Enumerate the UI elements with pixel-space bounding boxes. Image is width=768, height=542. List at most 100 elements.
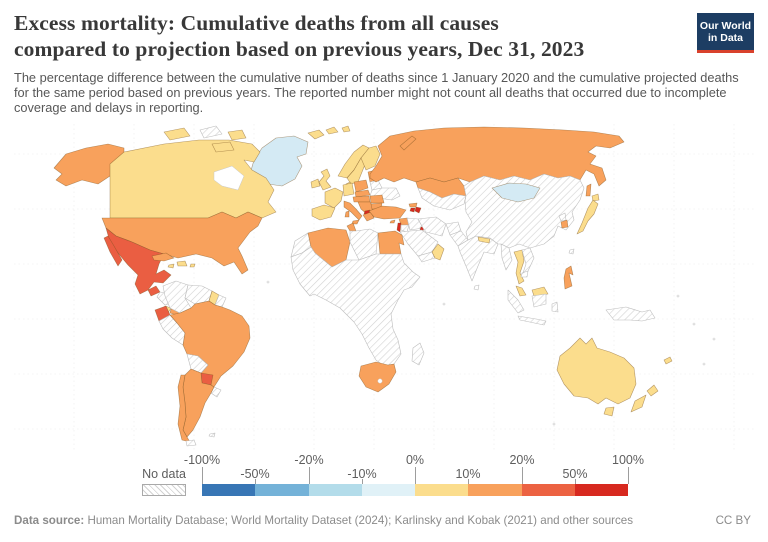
country-bolivia[interactable] [186, 353, 209, 374]
country-france[interactable] [324, 187, 344, 209]
austria-hungary[interactable] [352, 195, 371, 203]
country-armenia[interactable] [409, 207, 416, 213]
country-madagascar[interactable] [411, 342, 425, 366]
country-saudi-arabia[interactable] [399, 229, 439, 257]
legend-tick-label: -10% [347, 467, 377, 481]
country-myanmar[interactable] [500, 243, 513, 271]
legend-color-segment[interactable] [255, 484, 309, 496]
chart-subtitle: The percentage difference between the cu… [14, 70, 739, 116]
borneo[interactable] [531, 293, 547, 308]
legend-tick-line [522, 467, 523, 484]
iberian-peninsula[interactable] [311, 204, 336, 221]
country-south-korea[interactable] [560, 219, 569, 229]
legend-color-bar [202, 484, 628, 496]
sulawesi[interactable] [551, 301, 559, 313]
country-australia[interactable] [556, 337, 637, 405]
novaya-zemlya[interactable] [399, 135, 417, 151]
legend-color-segment[interactable] [308, 484, 362, 496]
country-china[interactable] [463, 173, 585, 249]
country-brazil[interactable] [169, 300, 251, 388]
legend-tick-label: 0% [405, 453, 425, 467]
sardinia[interactable] [344, 210, 350, 218]
country-mexico[interactable] [105, 227, 172, 295]
country-north-korea[interactable] [558, 212, 567, 222]
country-oman[interactable] [431, 243, 445, 261]
east-malaysia[interactable] [531, 286, 549, 297]
new-zealand-north-island[interactable] [646, 384, 659, 397]
legend-color-segment[interactable] [361, 484, 415, 496]
svalbard[interactable] [325, 126, 339, 135]
new-guinea[interactable] [605, 306, 656, 322]
country-poland[interactable] [353, 179, 369, 193]
owid-logo[interactable]: Our World in Data [697, 13, 754, 53]
country-jamaica[interactable] [167, 263, 175, 269]
country-uk[interactable] [318, 168, 332, 191]
legend-color-segment[interactable] [415, 484, 469, 496]
country-iran[interactable] [417, 216, 447, 237]
java[interactable] [517, 315, 547, 326]
country-puerto-rico[interactable] [189, 263, 196, 268]
legend-tick-label: 100% [612, 453, 644, 467]
country-india[interactable] [457, 235, 499, 282]
arctic-island[interactable] [199, 125, 223, 139]
africa-no-data[interactable] [290, 246, 421, 367]
no-data-label: No data [142, 467, 186, 481]
country-sri-lanka[interactable] [473, 284, 480, 291]
country-azerbaijan[interactable] [414, 206, 422, 214]
legend-tick-label: -20% [294, 453, 324, 467]
country-egypt[interactable] [377, 230, 405, 255]
country-iceland[interactable] [307, 129, 325, 140]
country-italy[interactable] [343, 200, 363, 221]
country-nepal[interactable] [477, 236, 491, 244]
country-cyprus[interactable] [389, 219, 396, 224]
arctic-island[interactable] [227, 129, 247, 141]
map-legend: No data -100% -50% -20% -10% 0% 10% 20% 50% 100% [0, 450, 768, 500]
legend-tick-line [415, 467, 416, 484]
legend-tick-label: 20% [509, 453, 535, 467]
country-germany[interactable] [342, 182, 355, 197]
legend-tick-line [575, 479, 576, 484]
country-philippines[interactable] [563, 265, 574, 290]
legend-color-segment[interactable] [521, 484, 575, 496]
country-romania[interactable] [369, 194, 385, 204]
lesotho [377, 378, 383, 384]
legend-color-segment[interactable] [574, 484, 628, 496]
country-georgia[interactable] [408, 202, 418, 208]
legend-color-segment[interactable] [468, 484, 522, 496]
country-mongolia[interactable] [491, 182, 541, 203]
falkland-islands[interactable] [208, 432, 216, 438]
country-greece[interactable] [362, 211, 375, 222]
legend-tick-label: -100% [183, 453, 221, 467]
baja-california[interactable] [103, 235, 123, 267]
country-canada[interactable] [109, 139, 277, 219]
new-zealand-south-island[interactable] [630, 394, 647, 413]
country-taiwan[interactable] [568, 248, 575, 255]
license-link[interactable]: CC BY [715, 514, 751, 527]
country-hispaniola[interactable] [176, 260, 188, 267]
arctic-island[interactable] [163, 127, 191, 141]
country-ireland[interactable] [310, 178, 321, 189]
country-japan[interactable] [576, 199, 599, 235]
country-turkey[interactable] [368, 205, 407, 220]
no-data-swatch[interactable] [142, 484, 186, 496]
country-thailand[interactable] [513, 249, 525, 285]
country-cambodia[interactable] [520, 270, 529, 278]
arctic-island[interactable] [211, 141, 235, 153]
new-caledonia[interactable] [663, 356, 673, 365]
legend-color-segment[interactable] [202, 484, 256, 496]
country-south-africa[interactable] [358, 361, 397, 393]
lebanon-israel[interactable] [396, 222, 402, 233]
japan-hokkaido[interactable] [591, 193, 600, 202]
country-russia[interactable] [369, 126, 625, 187]
country-cuba[interactable] [151, 252, 175, 262]
world-choropleth-map[interactable] [14, 124, 755, 450]
sakhalin[interactable] [585, 183, 592, 197]
tierra-del-fuego[interactable] [185, 439, 197, 447]
sumatra[interactable] [507, 289, 525, 314]
country-finland[interactable] [360, 145, 381, 171]
country-malaysia[interactable] [515, 285, 527, 297]
svalbard[interactable] [341, 125, 351, 133]
tasmania[interactable] [603, 406, 615, 417]
czechia-slovakia[interactable] [354, 189, 371, 198]
